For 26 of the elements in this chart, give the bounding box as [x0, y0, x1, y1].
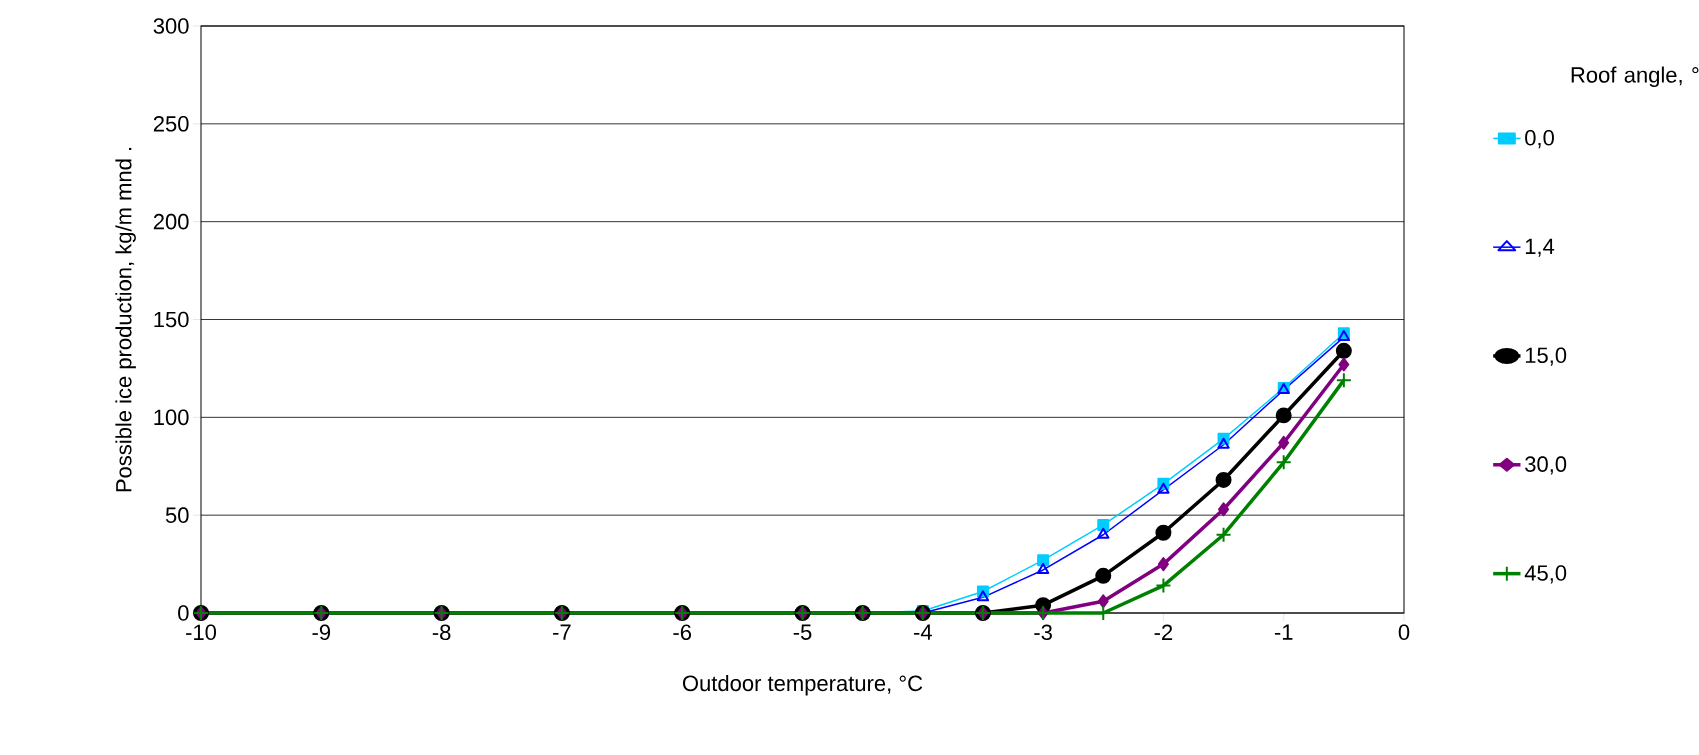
- x-tick-label: -5: [793, 624, 812, 640]
- x-tick-label: -7: [553, 624, 571, 640]
- x-tick-label: -3: [1034, 624, 1052, 641]
- y-tick-label: 150: [154, 311, 189, 328]
- x-tick-label: -6: [673, 624, 692, 641]
- y-tick-label: 250: [153, 116, 189, 132]
- x-tick-label: -10: [186, 624, 217, 641]
- x-tick-label: -2: [1154, 624, 1173, 640]
- x-tick-label: -4: [913, 624, 932, 640]
- x-tick-label: -8: [432, 624, 451, 641]
- y-tick-label: 100: [154, 409, 189, 426]
- x-tick-label: 0: [1398, 624, 1410, 641]
- legend-label: 45,0: [1524, 565, 1567, 584]
- y-tick-label: 300: [153, 18, 189, 34]
- x-tick-label: -1: [1274, 624, 1293, 640]
- y-tick-label: 0: [178, 605, 189, 621]
- x-axis-title: Outdoor temperature, °C: [682, 674, 923, 696]
- legend-label: 1,4: [1525, 238, 1555, 257]
- y-tick-label: 50: [165, 507, 189, 523]
- x-tick-label: -9: [312, 624, 331, 641]
- legend-title: Roof angle, °: [1571, 66, 1699, 88]
- legend-label: 0,0: [1525, 129, 1554, 149]
- legend-label: 30,0: [1525, 456, 1567, 475]
- y-axis-title: Possible ice production, kg/m mnd .: [115, 147, 136, 492]
- y-tick-label: 200: [153, 213, 189, 230]
- legend-label: 15,0: [1525, 347, 1567, 366]
